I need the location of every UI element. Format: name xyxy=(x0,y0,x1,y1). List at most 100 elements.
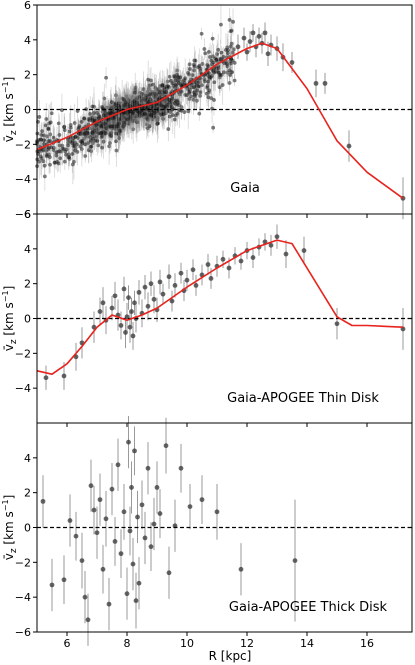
data-point xyxy=(145,303,151,309)
panel-3: −6 −4 −2 0 2 4 6 8 10 12 14 16 Gaia-APOGEE Thick Dis… xyxy=(15,416,413,650)
panel-2: −4 −2 0 2 4 6 Gaia-APOGEE Thin Disk xyxy=(15,208,413,427)
data-point xyxy=(100,566,106,572)
data-point xyxy=(118,551,124,557)
data-point xyxy=(121,509,127,515)
data-point xyxy=(82,594,88,600)
y-tick-label: −4 xyxy=(15,173,31,186)
data-point xyxy=(262,30,268,36)
data-point xyxy=(126,295,131,300)
data-point xyxy=(289,60,295,65)
data-point xyxy=(91,507,97,513)
data-point xyxy=(130,561,136,567)
y-tick-label: 6 xyxy=(24,208,31,221)
data-point xyxy=(127,324,133,330)
data-point xyxy=(205,262,211,267)
y-tick-label: −2 xyxy=(15,347,31,360)
data-point xyxy=(136,289,142,295)
data-point xyxy=(322,80,328,86)
y-tick-label: 4 xyxy=(24,452,31,465)
y-tick-label: −6 xyxy=(15,626,31,639)
data-point xyxy=(88,483,94,489)
data-point xyxy=(157,511,163,516)
y-tick-label: −2 xyxy=(15,556,31,569)
data-point xyxy=(214,509,220,515)
data-point xyxy=(256,33,262,39)
data-point xyxy=(247,39,253,44)
data-point xyxy=(157,279,163,285)
y-tick-label: 4 xyxy=(24,34,31,47)
data-point xyxy=(124,591,130,597)
y-tick-label: 4 xyxy=(24,243,31,256)
data-point xyxy=(265,51,271,57)
data-point xyxy=(334,321,340,327)
panel-title: Gaia-APOGEE Thin Disk xyxy=(227,391,379,406)
data-point xyxy=(109,305,115,311)
data-point xyxy=(126,439,131,445)
data-point xyxy=(268,242,274,248)
y-tick-label: 2 xyxy=(24,69,31,82)
data-point xyxy=(67,518,73,523)
y-tick-label: 6 xyxy=(24,0,31,12)
data-point xyxy=(121,286,127,292)
data-point xyxy=(178,465,184,471)
data-point xyxy=(154,485,160,490)
data-point xyxy=(274,234,280,240)
data-point xyxy=(163,443,169,449)
y-tick-label: −2 xyxy=(15,138,31,151)
data-point xyxy=(301,248,307,253)
y-tick-label: −6 xyxy=(15,208,31,221)
y-tick-label: 0 xyxy=(24,522,31,535)
data-point xyxy=(166,274,172,280)
data-point xyxy=(178,270,184,276)
data-point xyxy=(136,580,142,586)
data-point xyxy=(151,521,157,527)
data-point xyxy=(61,577,67,583)
data-point xyxy=(132,300,137,306)
data-point xyxy=(148,544,154,550)
data-point xyxy=(241,35,247,41)
data-point xyxy=(226,265,232,271)
data-point xyxy=(220,256,226,262)
data-point xyxy=(123,330,128,335)
data-point xyxy=(199,497,205,503)
data-point xyxy=(112,539,118,544)
panel-1: −6 −4 −2 0 2 4 6 Gaia xyxy=(15,0,413,221)
data-point xyxy=(109,486,115,492)
data-point xyxy=(106,601,112,607)
data-point xyxy=(160,291,166,297)
data-point xyxy=(151,296,157,302)
data-point xyxy=(244,49,250,55)
x-tick-label: 6 xyxy=(64,637,71,650)
data-point xyxy=(115,462,121,468)
data-point xyxy=(169,298,175,304)
data-point xyxy=(49,582,55,588)
data-point xyxy=(190,267,196,273)
fit-curve xyxy=(36,239,404,375)
data-point xyxy=(193,283,199,288)
x-tick-label: 8 xyxy=(124,637,131,650)
fit-curve xyxy=(36,42,404,199)
y-tick-label: 0 xyxy=(24,104,31,117)
data-point xyxy=(142,535,148,541)
data-point xyxy=(100,300,106,306)
data-point xyxy=(208,276,214,281)
data-point xyxy=(184,277,190,283)
data-point xyxy=(142,284,148,290)
data-point xyxy=(238,258,244,264)
y-tick-label: 2 xyxy=(24,278,31,291)
data-point xyxy=(132,448,137,454)
data-point xyxy=(250,30,256,36)
data-point xyxy=(187,504,193,509)
data-point xyxy=(73,533,79,539)
data-point xyxy=(79,558,85,563)
x-tick-label: 16 xyxy=(360,637,374,650)
data-point xyxy=(85,617,91,623)
data-point xyxy=(250,255,256,260)
data-point xyxy=(135,514,140,520)
x-tick-label: 12 xyxy=(240,637,254,650)
data-point xyxy=(292,558,298,563)
data-point xyxy=(94,530,100,536)
data-point xyxy=(118,323,124,328)
data-point xyxy=(235,44,241,50)
